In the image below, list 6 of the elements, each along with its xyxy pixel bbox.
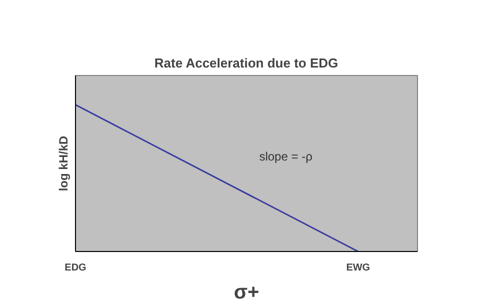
annotation: slope = -ρ [259, 150, 313, 164]
x-tick-label: EWG [346, 262, 370, 274]
x-tick-label: EDG [64, 262, 87, 274]
chart-title: Rate Acceleration due to EDG [154, 56, 338, 70]
y-axis-title: log kH/kD [56, 135, 70, 192]
x-axis-title: σ+ [234, 282, 260, 304]
